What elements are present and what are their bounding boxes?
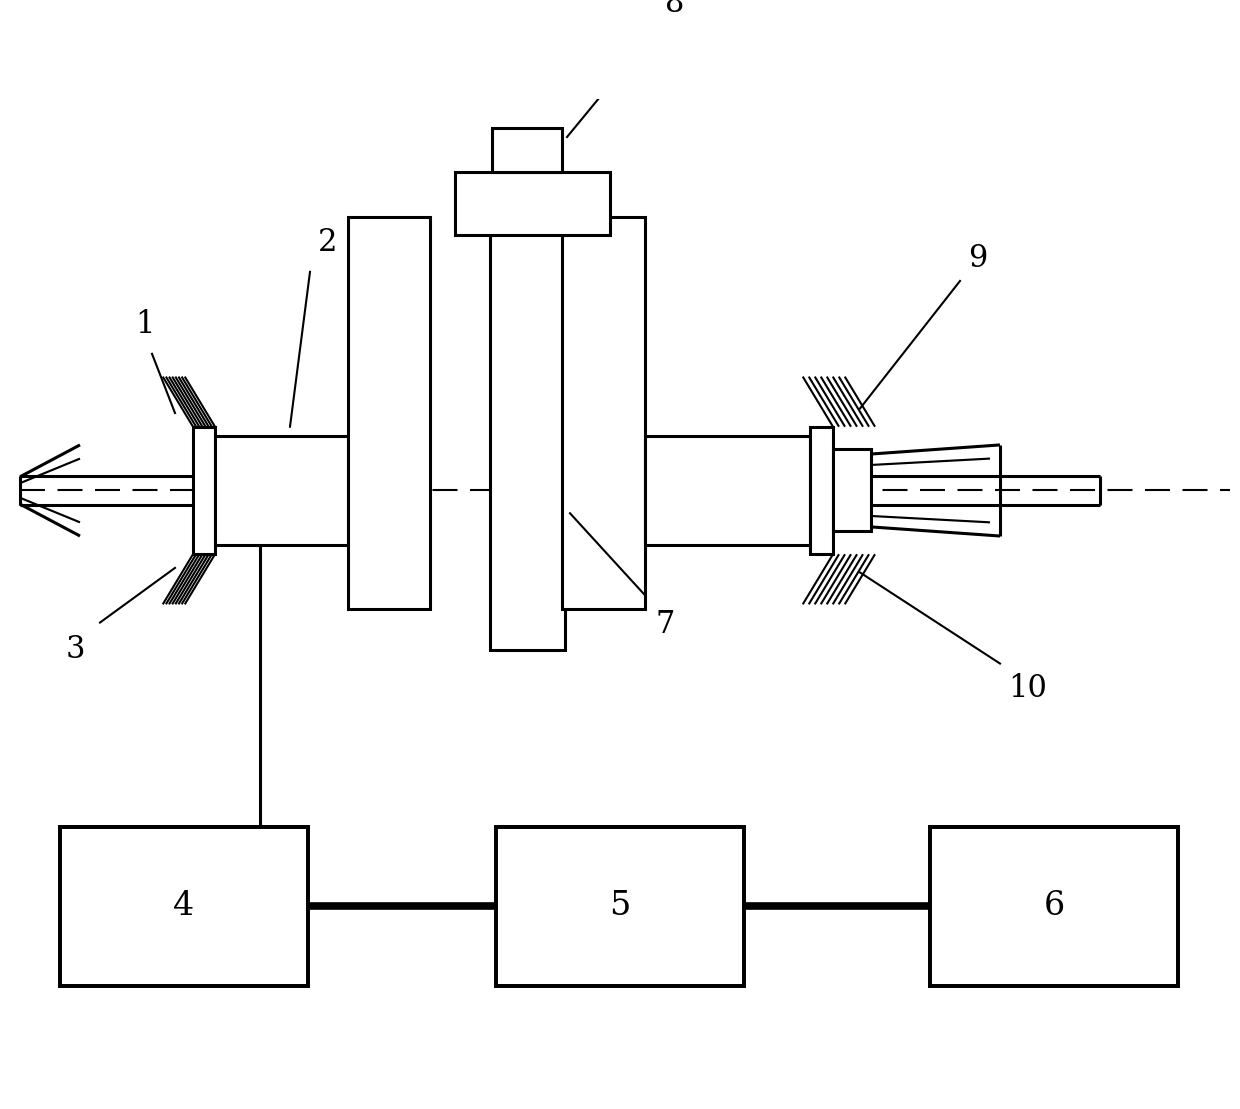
Bar [348, 217, 430, 609]
Bar [193, 427, 215, 554]
Text: 3: 3 [66, 634, 84, 665]
Text: 2: 2 [317, 227, 337, 258]
Text: 7: 7 [655, 609, 675, 640]
Bar [60, 826, 308, 986]
Bar [496, 826, 744, 986]
Bar [455, 172, 610, 235]
Text: 9: 9 [968, 243, 987, 274]
Text: 4: 4 [174, 891, 195, 923]
Text: 8: 8 [665, 0, 684, 19]
Bar [492, 128, 562, 172]
Text: 6: 6 [1043, 891, 1065, 923]
Bar [930, 826, 1178, 986]
Bar [490, 226, 565, 650]
Text: 5: 5 [609, 891, 631, 923]
Bar [810, 427, 833, 554]
Text: 10: 10 [1008, 673, 1047, 703]
Text: 1: 1 [135, 309, 155, 340]
Bar [833, 449, 870, 531]
Bar [562, 217, 645, 609]
Bar [645, 436, 810, 546]
Bar [215, 436, 348, 546]
